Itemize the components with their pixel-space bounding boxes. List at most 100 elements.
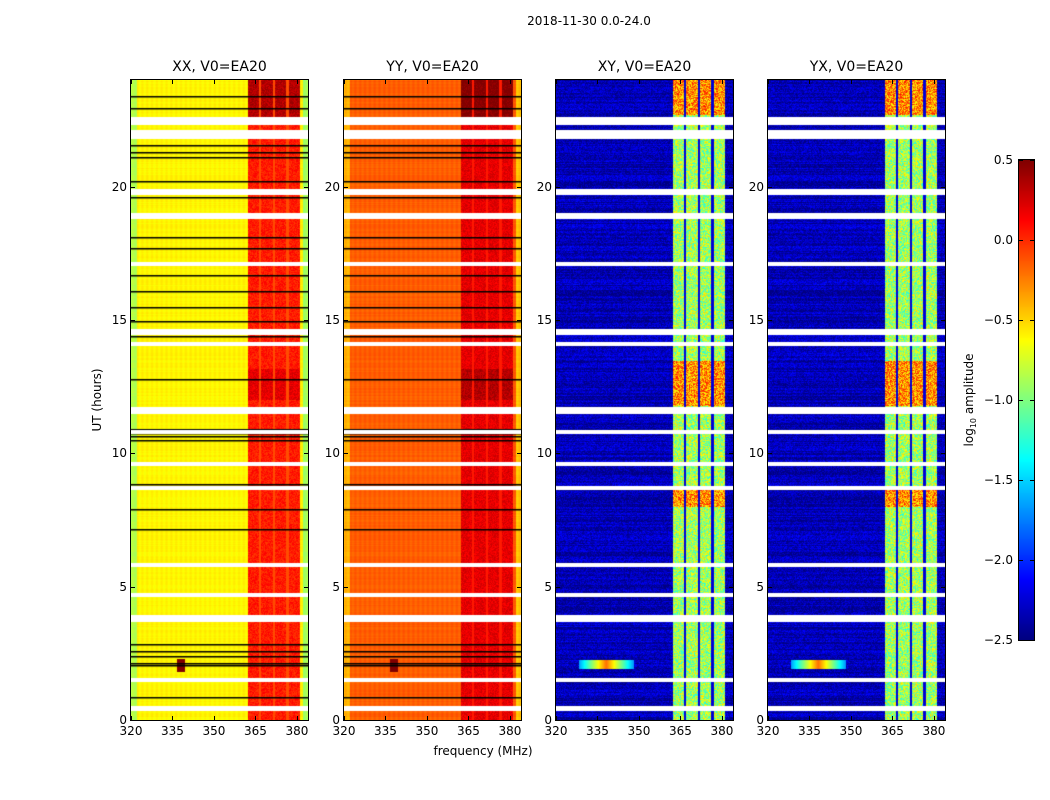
y-tick-label: 5	[544, 579, 552, 594]
colorbar-tick-mark	[1030, 400, 1034, 401]
x-tick-label: 380	[498, 724, 522, 738]
y-tick-label: 10	[536, 446, 552, 461]
x-tick-mark	[680, 716, 682, 720]
y-tick-mark	[344, 586, 348, 588]
y-tick-mark	[344, 720, 348, 721]
colorbar-tick-label: −2.5	[983, 633, 1013, 647]
x-tick-label: 335	[586, 724, 609, 738]
y-tick-label: 5	[332, 579, 340, 594]
x-tick-label: 365	[244, 724, 267, 738]
x-tick-mark	[850, 80, 852, 84]
x-tick-label: 350	[202, 724, 226, 738]
colorbar-tick-mark	[1030, 640, 1034, 641]
y-tick-mark	[517, 186, 521, 188]
x-tick-mark	[933, 716, 935, 720]
y-tick-mark	[556, 586, 560, 588]
x-tick-label: 350	[627, 724, 651, 738]
x-tick-label: 380	[285, 724, 309, 738]
x-tick-mark	[933, 80, 935, 84]
x-tick-mark	[556, 80, 557, 84]
x-tick-mark	[597, 80, 599, 84]
x-tick-label: 365	[457, 724, 480, 738]
y-tick-mark	[941, 720, 945, 721]
x-tick-mark	[296, 80, 298, 84]
y-tick-mark	[941, 453, 945, 455]
x-tick-mark	[385, 716, 387, 720]
x-tick-mark	[809, 80, 811, 84]
y-tick-mark	[729, 453, 733, 455]
colorbar-tick-mark	[1019, 480, 1023, 481]
colorbar-gradient	[1019, 160, 1034, 640]
y-tick-mark	[304, 186, 308, 188]
y-tick-label: 5	[756, 579, 764, 594]
x-tick-mark	[509, 80, 511, 84]
colorbar-tick-mark	[1019, 640, 1023, 641]
y-tick-mark	[768, 320, 772, 321]
y-tick-label: 0	[332, 713, 340, 727]
panel-title: YY, V0=EA20	[386, 59, 479, 75]
colorbar-tick-mark	[1019, 240, 1023, 241]
x-tick-mark	[638, 80, 640, 84]
x-tick-mark	[296, 716, 298, 720]
y-axis-label: UT (hours)	[90, 368, 104, 432]
y-tick-label: 10	[748, 446, 764, 461]
x-tick-label: 320	[332, 724, 356, 738]
figure-title: 2018-11-30 0.0-24.0	[527, 14, 651, 28]
y-tick-mark	[131, 586, 135, 588]
x-tick-label: 335	[798, 724, 821, 738]
x-tick-mark	[213, 716, 215, 720]
y-tick-label: 10	[324, 446, 340, 461]
x-tick-mark	[255, 716, 257, 720]
x-tick-mark	[172, 716, 174, 720]
colorbar-tick-mark	[1030, 240, 1034, 241]
x-tick-label: 320	[544, 724, 568, 738]
y-tick-mark	[304, 586, 308, 588]
x-tick-mark	[892, 716, 894, 720]
y-tick-mark	[941, 320, 945, 321]
y-tick-mark	[941, 186, 945, 188]
y-tick-mark	[729, 320, 733, 321]
heatmap-image	[768, 80, 945, 720]
colorbar-tick-mark	[1030, 320, 1034, 321]
colorbar-label-sub: 10	[969, 417, 979, 429]
y-tick-mark	[768, 586, 772, 588]
y-tick-label: 15	[324, 313, 340, 327]
colorbar-tick-label: −0.5	[983, 313, 1013, 327]
heatmap-image	[131, 80, 308, 720]
x-tick-mark	[509, 716, 511, 720]
x-tick-mark	[344, 80, 345, 84]
colorbar-tick-mark	[1019, 560, 1023, 561]
y-tick-mark	[304, 320, 308, 321]
y-tick-mark	[768, 186, 772, 188]
x-tick-label: 335	[161, 724, 184, 738]
colorbar-label-log: log	[961, 428, 976, 447]
colorbar-tick-label: 0.5	[993, 153, 1013, 167]
panel-title: XY, V0=EA20	[597, 59, 692, 75]
x-tick-label: 380	[922, 724, 946, 738]
y-tick-mark	[344, 186, 348, 188]
x-tick-mark	[850, 716, 852, 720]
y-tick-label: 0	[119, 713, 127, 727]
x-tick-label: 365	[669, 724, 692, 738]
x-tick-label: 365	[881, 724, 904, 738]
y-tick-label: 20	[536, 179, 552, 194]
y-tick-mark	[768, 453, 772, 455]
x-tick-label: 320	[756, 724, 780, 738]
colorbar-tick-mark	[1019, 400, 1023, 401]
colorbar-tick-mark	[1019, 320, 1023, 321]
x-tick-mark	[172, 80, 174, 84]
y-tick-mark	[517, 320, 521, 321]
x-tick-mark	[344, 716, 345, 720]
heatmap-image	[556, 80, 733, 720]
x-tick-label: 380	[710, 724, 734, 738]
x-tick-mark	[768, 716, 769, 720]
y-tick-mark	[131, 453, 135, 455]
heatmap-panel-yx	[767, 79, 946, 721]
colorbar-tick-label: −1.0	[983, 393, 1013, 407]
x-tick-mark	[385, 80, 387, 84]
colorbar-tick-label: −2.0	[983, 553, 1013, 567]
y-tick-mark	[556, 720, 560, 721]
colorbar-tick-mark	[1030, 560, 1034, 561]
y-tick-mark	[344, 320, 348, 321]
y-tick-mark	[729, 720, 733, 721]
